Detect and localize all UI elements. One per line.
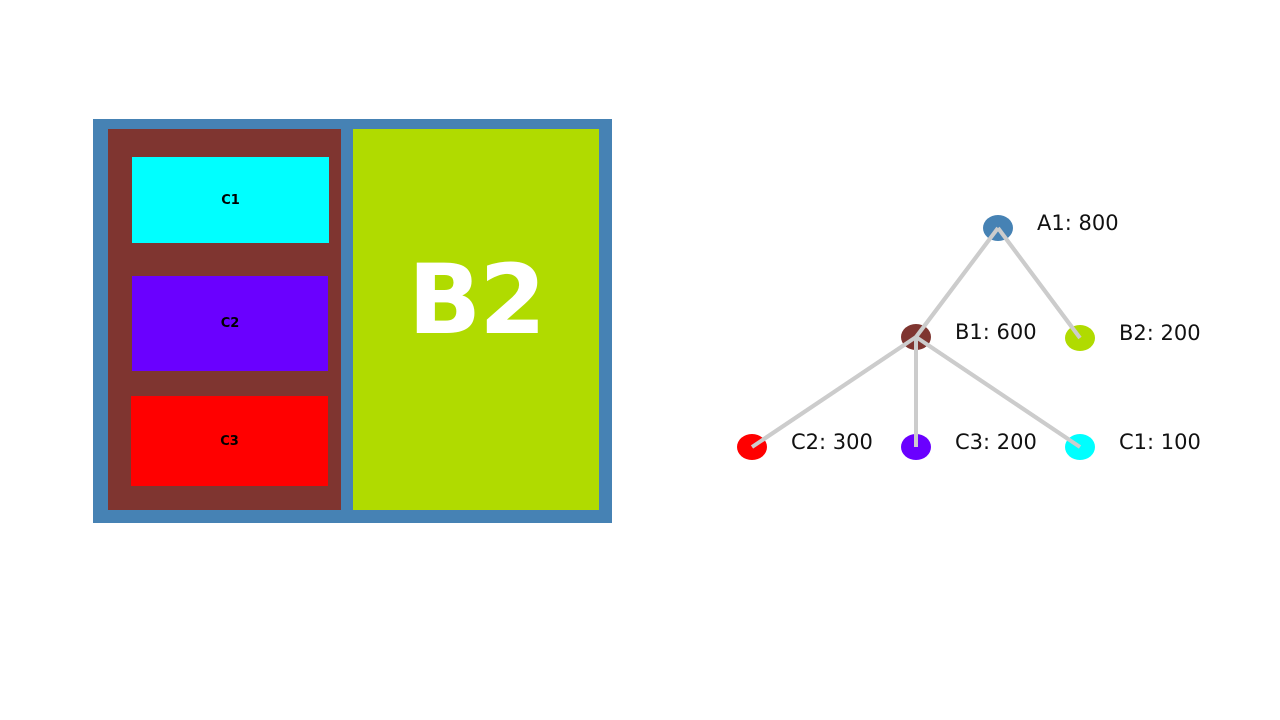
tree-edge-overlay-a1-b1	[914, 226, 1000, 339]
tree-label-c2: C2: 300	[791, 430, 873, 454]
tree-edge-overlay-b1-c1	[914, 335, 1082, 449]
treemap: C1 C2 C3 B2	[93, 119, 612, 523]
tree-edge-overlay-b1-c2	[750, 335, 918, 449]
treemap-label-b2: B2	[408, 243, 546, 356]
treemap-label-c1: C1	[221, 192, 240, 208]
tree-label-b1: B1: 600	[955, 320, 1037, 344]
treemap-cell-c3: C3	[131, 396, 328, 486]
treemap-cell-c2: C2	[132, 276, 328, 371]
tree-label-c1: C1: 100	[1119, 430, 1201, 454]
treemap-label-c2: C2	[220, 316, 240, 331]
tree-edge-overlay-a1-b2	[996, 226, 1082, 340]
tree-label-b2: B2: 200	[1119, 321, 1201, 345]
treemap-cell-c1: C1	[132, 157, 329, 243]
tree-label-c3: C3: 200	[955, 430, 1037, 454]
tree-label-a1: A1: 800	[1037, 211, 1119, 235]
treemap-cell-b2: B2	[353, 129, 599, 510]
treemap-label-c3: C3	[220, 433, 239, 449]
